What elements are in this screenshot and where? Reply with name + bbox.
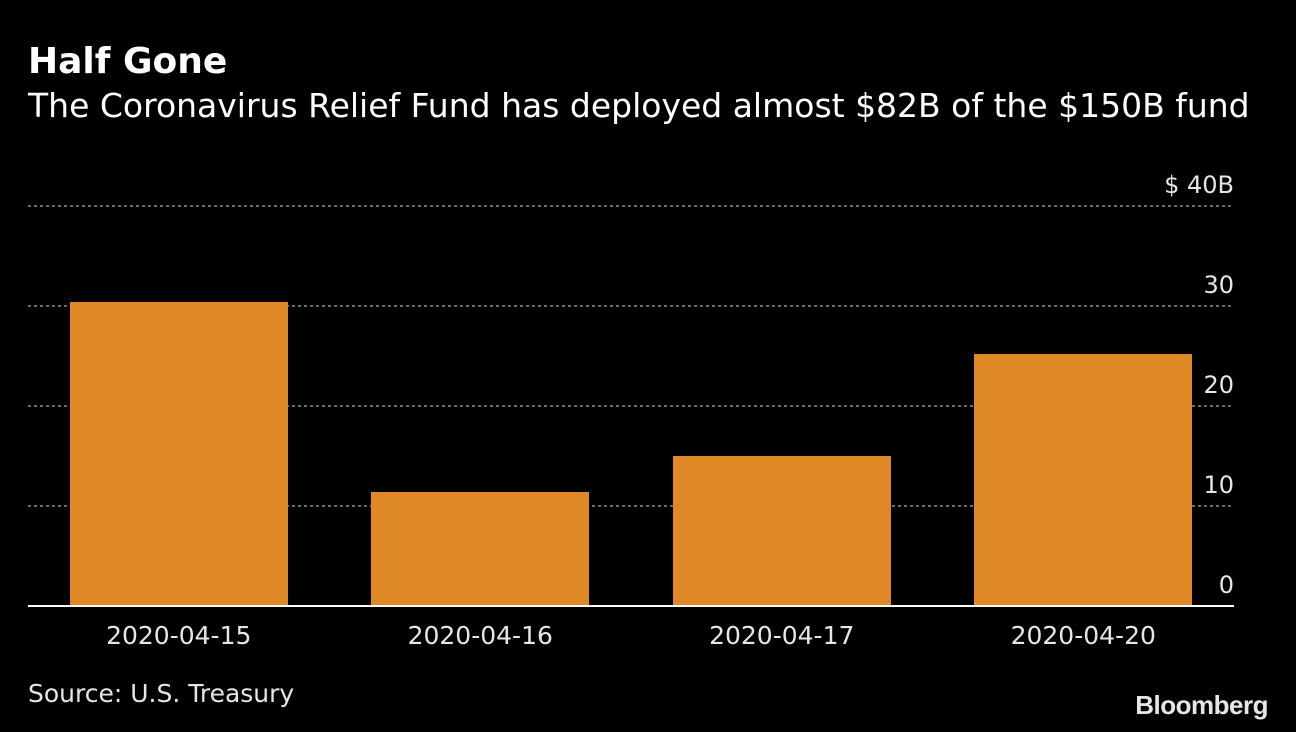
y-tick-label: 30 xyxy=(1203,271,1234,299)
y-tick-label: 0 xyxy=(1219,571,1234,599)
bar xyxy=(673,456,891,606)
bloomberg-logo: Bloomberg xyxy=(1135,690,1268,720)
chart-subtitle: The Coronavirus Relief Fund has deployed… xyxy=(28,86,1250,125)
bar xyxy=(371,492,589,606)
x-tick-label: 2020-04-16 xyxy=(408,621,553,650)
source-note: Source: U.S. Treasury xyxy=(28,679,295,708)
y-tick-label: 20 xyxy=(1203,371,1234,399)
bars xyxy=(70,302,1192,606)
x-tick-label: 2020-04-15 xyxy=(106,621,251,650)
x-tick-label: 2020-04-20 xyxy=(1011,621,1156,650)
bar xyxy=(974,354,1192,606)
chart-title: Half Gone xyxy=(28,41,228,82)
tick-labels: 0 10 20 30 $ 40B 2020-04-15 2020-04-16 2020-04-… xyxy=(106,171,1234,650)
y-tick-label: 10 xyxy=(1203,471,1234,499)
x-tick-label: 2020-04-17 xyxy=(709,621,854,650)
bar xyxy=(70,302,288,606)
y-tick-label: $ 40B xyxy=(1164,171,1234,199)
